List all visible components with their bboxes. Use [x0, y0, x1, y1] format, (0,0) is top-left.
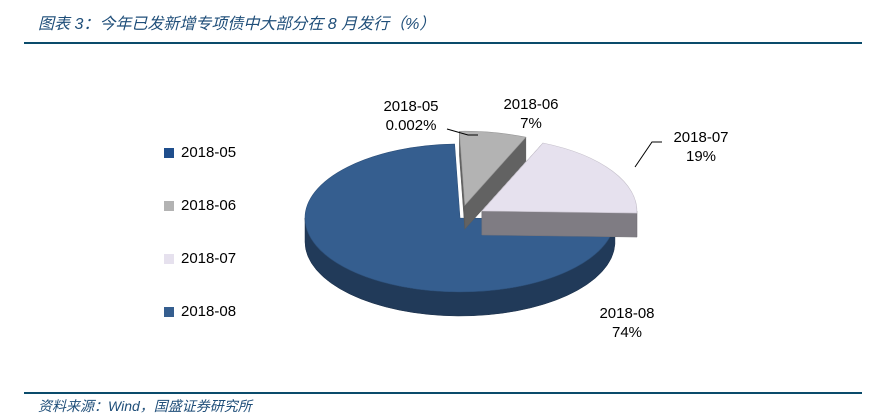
legend-label: 2018-07: [181, 250, 237, 267]
leader-line-2018-05: [446, 128, 478, 136]
data-label-category: 2018-08: [599, 305, 654, 322]
legend-swatch: [164, 306, 174, 317]
data-label-value: 19%: [686, 148, 716, 165]
legend: 2018-05 2018-06 2018-07 2018-08: [164, 126, 236, 338]
legend-item-2018-06: 2018-06: [164, 179, 236, 232]
legend-item-2018-05: 2018-05: [164, 126, 236, 179]
data-label-value: 0.002%: [386, 117, 437, 134]
data-label-category: 2018-07: [673, 129, 728, 146]
legend-label: 2018-08: [181, 303, 237, 320]
chart-title: 图表 3：今年已发新增专项债中大部分在 8 月发行（%）: [38, 16, 436, 33]
legend-swatch: [164, 147, 174, 158]
legend-item-2018-07: 2018-07: [164, 232, 236, 285]
legend-swatch: [164, 253, 174, 264]
legend-item-2018-08: 2018-08: [164, 285, 236, 338]
data-label-value: 7%: [520, 115, 542, 132]
legend-swatch: [164, 200, 174, 211]
pie-slice-2018-07: [481, 142, 638, 238]
source-note: 资料来源：Wind，国盛证券研究所: [38, 398, 252, 414]
legend-label: 2018-05: [181, 144, 237, 161]
pie-side-layer: [304, 130, 638, 317]
pie-slice-top: [481, 142, 638, 214]
legend-label: 2018-06: [181, 197, 237, 214]
title-divider: [24, 42, 862, 44]
data-label-category: 2018-06: [503, 96, 558, 113]
data-labels: 2018-05 0.002% 2018-06 7% 2018-07 19% 2018-08 7…: [383, 96, 728, 341]
pie-slice-2018-08: [304, 143, 616, 317]
pie-slice-top: [459, 130, 527, 206]
pie-slice-face: [481, 210, 638, 238]
pie-slice-top: [304, 143, 616, 293]
data-label-value: 74%: [612, 324, 642, 341]
data-label-category: 2018-05: [383, 98, 438, 115]
leader-line-2018-07: [634, 141, 662, 168]
source-divider: [24, 392, 862, 394]
pie-slice-2018-06: [459, 130, 527, 230]
